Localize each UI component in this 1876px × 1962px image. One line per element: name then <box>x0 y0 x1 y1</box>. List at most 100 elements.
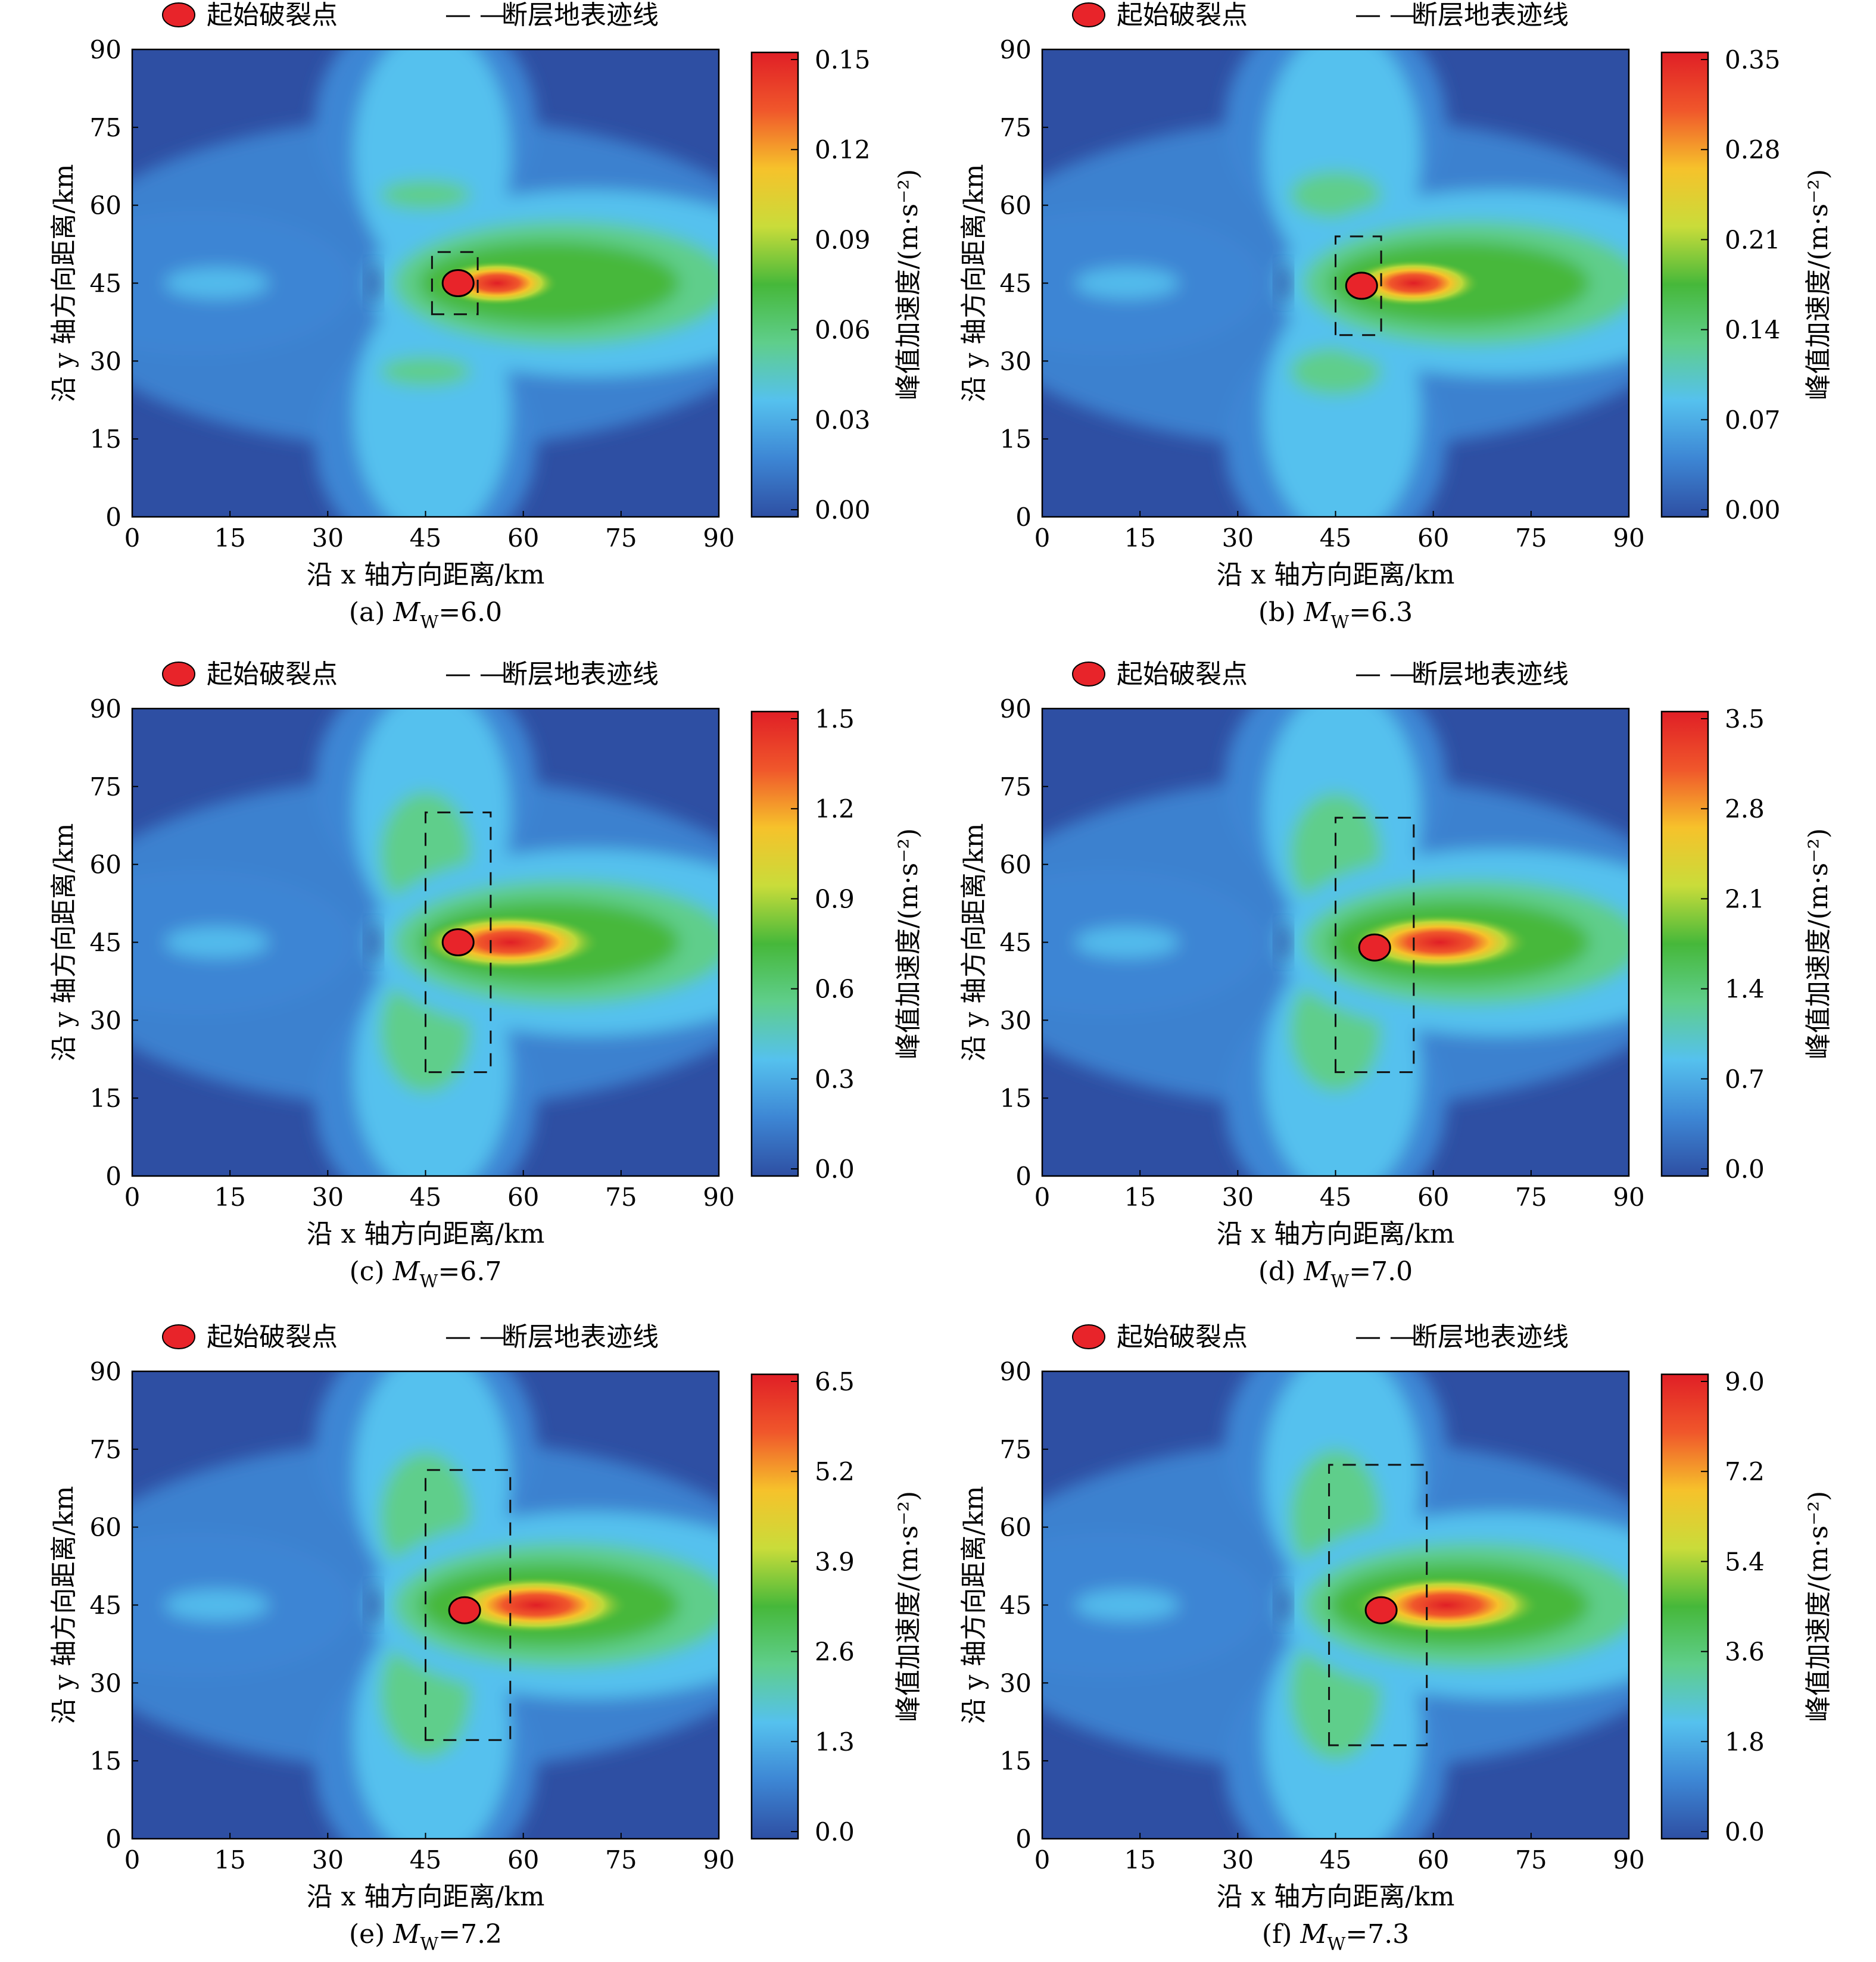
y-tick-label: 45 <box>1000 1591 1032 1620</box>
pga-peak <box>443 1576 630 1634</box>
colorbar-tick-label: 6.5 <box>815 1367 855 1396</box>
colorbar-tick-label: 0.9 <box>815 884 855 913</box>
x-tick-label: 75 <box>1515 1845 1547 1874</box>
x-tick-label: 90 <box>1613 1845 1644 1874</box>
pga-lobe-south-core <box>1289 348 1382 395</box>
pga-lobe-south-core <box>379 356 472 386</box>
legend-fault-marker: — — <box>445 659 506 689</box>
x-axis-label: 沿 x 轴方向距离/km <box>307 560 545 590</box>
x-tick-label: 45 <box>410 523 441 553</box>
x-tick-label: 0 <box>1034 1183 1051 1212</box>
x-tick-label: 60 <box>507 523 539 553</box>
x-tick-label: 15 <box>1124 1183 1155 1212</box>
fault-trace <box>1335 235 1382 336</box>
y-tick-label: 0 <box>105 503 121 532</box>
y-axis-label: 沿 y 轴方向距离/km <box>49 823 79 1061</box>
colorbar <box>750 51 799 518</box>
y-tick-label: 30 <box>1000 1006 1032 1035</box>
y-axis-label: 沿 y 轴方向距离/km <box>959 164 989 402</box>
x-axis-label: 沿 x 轴方向距离/km <box>1217 1882 1455 1912</box>
rupture-start-marker <box>448 1596 481 1624</box>
panel-d: 起始破裂点 — —断层地表迹线 0 15 30 45 60 75 90 0 15 30 45 60 75 90… <box>959 659 1834 1292</box>
rupture-start-marker <box>441 269 475 297</box>
y-tick-label: 45 <box>1000 269 1032 298</box>
y-tick-label: 15 <box>90 1084 121 1113</box>
colorbar-tick-label: 0.3 <box>815 1065 855 1094</box>
x-axis-label: 沿 x 轴方向距离/km <box>307 1219 545 1249</box>
x-axis-label: 沿 x 轴方向距离/km <box>307 1882 545 1912</box>
pga-node-west <box>365 921 382 963</box>
panel-caption: (a) MW=6.0 <box>349 597 502 633</box>
y-tick-label: 0 <box>105 1162 121 1191</box>
legend-rupture-label: 起始破裂点 <box>1117 0 1248 30</box>
pga-node-west <box>1275 921 1292 963</box>
colorbar <box>1660 51 1709 518</box>
x-tick-label: 15 <box>214 523 245 553</box>
fault-trace <box>431 251 479 316</box>
pga-field <box>1042 1371 1629 1839</box>
panel-e: 起始破裂点 — —断层地表迹线 0 15 30 45 60 75 90 0 15 30 45 60 75 90… <box>49 1321 924 1955</box>
colorbar-tick-label: 0.21 <box>1725 225 1781 254</box>
legend-rupture-marker <box>1072 662 1105 687</box>
colorbar <box>750 1373 799 1840</box>
y-tick-label: 45 <box>90 928 121 957</box>
colorbar-label: 峰值加速度/(m·s⁻²) <box>1803 169 1834 400</box>
colorbar-label: 峰值加速度/(m·s⁻²) <box>893 169 924 400</box>
legend-fault-marker: — — <box>445 0 506 30</box>
pga-peak <box>1349 913 1531 971</box>
legend-rupture-label: 起始破裂点 <box>1117 659 1248 690</box>
rupture-start-marker <box>1345 272 1378 300</box>
y-tick-label: 90 <box>90 1357 121 1386</box>
legend-fault-marker: — — <box>1355 659 1416 689</box>
y-axis-label: 沿 y 轴方向距离/km <box>959 1486 989 1724</box>
legend-rupture-marker <box>162 662 195 687</box>
y-tick-label: 60 <box>90 850 121 879</box>
y-tick-label: 15 <box>90 1746 121 1776</box>
y-tick-label: 15 <box>1000 425 1032 454</box>
x-tick-label: 15 <box>214 1845 245 1874</box>
legend-fault-label: 断层地表迹线 <box>501 659 659 690</box>
x-tick-label: 0 <box>1034 1845 1051 1874</box>
legend-fault-label: 断层地表迹线 <box>501 1322 659 1352</box>
panel-f: 起始破裂点 — —断层地表迹线 0 15 30 45 60 75 90 0 15 30 45 60 75 90… <box>959 1321 1834 1955</box>
x-tick-label: 45 <box>410 1183 441 1212</box>
legend-rupture-marker <box>162 1324 195 1349</box>
y-tick-label: 90 <box>1000 694 1032 723</box>
pga-node-west <box>365 262 382 304</box>
y-tick-label: 45 <box>90 1591 121 1620</box>
fault-trace <box>1335 816 1415 1074</box>
colorbar-tick-label: 2.1 <box>1725 884 1765 913</box>
x-tick-label: 60 <box>507 1845 539 1874</box>
panel-c: 起始破裂点 — —断层地表迹线 0 15 30 45 60 75 90 0 15 30 45 60 75 90… <box>49 659 924 1292</box>
pga-core-west <box>164 1589 269 1621</box>
pga-node-west <box>365 1584 382 1626</box>
pga-peak <box>1347 259 1481 307</box>
colorbar <box>1660 1373 1709 1840</box>
y-tick-label: 0 <box>1015 1824 1032 1854</box>
y-tick-label: 75 <box>90 1435 121 1464</box>
pga-smooth-layer <box>1042 709 1629 1176</box>
x-tick-label: 15 <box>1124 1845 1155 1874</box>
x-tick-label: 90 <box>703 1845 734 1874</box>
colorbar-tick-label: 0.12 <box>815 135 871 164</box>
x-tick-label: 90 <box>1613 1183 1644 1212</box>
x-tick-label: 30 <box>312 1845 344 1874</box>
colorbar <box>750 710 799 1177</box>
legend-rupture-label: 起始破裂点 <box>1117 1322 1248 1352</box>
colorbar-label: 峰值加速度/(m·s⁻²) <box>893 828 924 1059</box>
x-tick-label: 90 <box>703 1183 734 1212</box>
panel-b: 起始破裂点 — —断层地表迹线 0 15 30 45 60 75 90 0 15 30 45 60 75 90… <box>959 0 1834 633</box>
x-axis-label: 沿 x 轴方向距离/km <box>1217 560 1455 590</box>
colorbar-tick-label: 9.0 <box>1725 1367 1765 1396</box>
panel-caption: (b) MW=6.3 <box>1258 597 1413 633</box>
y-tick-label: 15 <box>1000 1746 1032 1776</box>
legend-rupture-label: 起始破裂点 <box>207 0 338 30</box>
y-tick-label: 75 <box>90 113 121 142</box>
y-tick-label: 30 <box>1000 1668 1032 1698</box>
legend-rupture-label: 起始破裂点 <box>207 1322 338 1352</box>
pga-smooth-layer <box>132 49 719 517</box>
colorbar-label: 峰值加速度/(m·s⁻²) <box>893 1491 924 1722</box>
pga-core-west <box>164 927 269 958</box>
x-tick-label: 60 <box>507 1183 539 1212</box>
